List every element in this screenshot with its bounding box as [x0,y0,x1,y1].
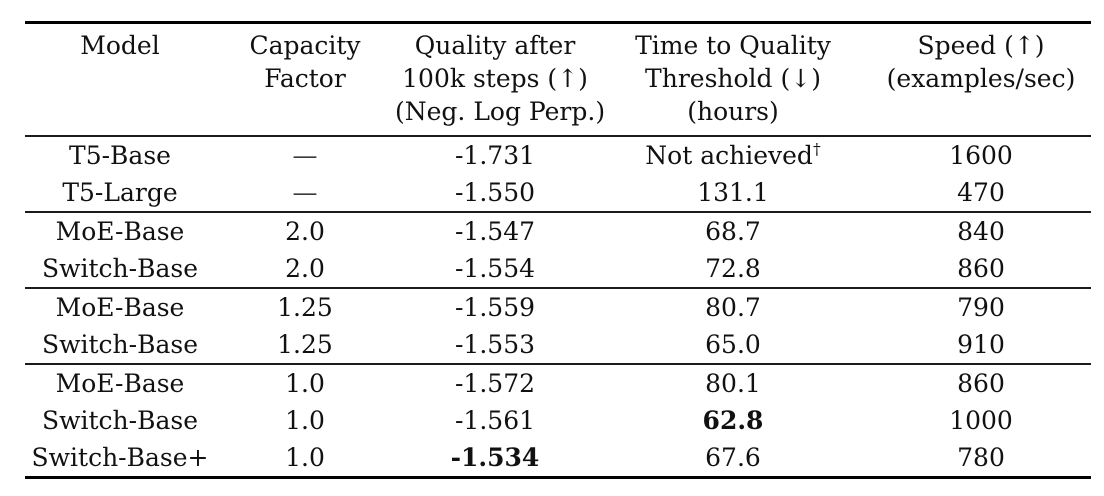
cell-time: 80.1 [705,369,761,398]
col-header-quality: Quality after 100k steps (↑) (Neg. Log P… [395,23,606,137]
cell-time-text: Not achieved [645,141,813,170]
header-line: (hours) [687,97,779,126]
cell-time: 67.6 [705,443,761,472]
cell-quality: -1.572 [454,369,536,398]
cell-capacity-factor: — [292,141,318,170]
cell-model: MoE-Base [55,217,185,246]
cell-quality-best: -1.534 [450,443,540,472]
col-header-capacity-factor: Capacity Factor [215,23,395,137]
table-row: Switch-Base 1.25 -1.553 65.0 910 [25,326,1091,364]
dagger-footnote-mark: † [812,140,821,159]
cell-speed: 860 [957,254,1005,283]
cell-quality: -1.559 [454,293,536,322]
header-row: Model Capacity Factor Quality after 100k… [25,23,1091,137]
header-line: Model [80,31,160,60]
cell-quality: -1.553 [454,330,536,359]
cell-speed: 1000 [949,406,1013,435]
cell-time: Not achieved† [595,136,871,174]
cell-speed: 1600 [949,141,1013,170]
row-group-capacity-2: MoE-Base 2.0 -1.547 68.7 840 Switch-Base… [25,212,1091,288]
header-line-down-arrow: Threshold (↓) [645,64,821,93]
cell-quality: -1.547 [454,217,536,246]
header-line-up-arrow: 100k steps (↑) [402,64,588,93]
cell-model: Switch-Base [41,254,199,283]
header-line: (Neg. Log Perp.) [395,97,606,126]
cell-capacity-factor: 1.25 [277,330,333,359]
cell-time: 131.1 [697,178,769,207]
cell-model: Switch-Base+ [31,443,209,472]
cell-time: 72.8 [705,254,761,283]
row-group-capacity-1-25: MoE-Base 1.25 -1.559 80.7 790 Switch-Bas… [25,288,1091,364]
cell-model: Switch-Base [41,406,199,435]
cell-capacity-factor: 1.0 [285,406,325,435]
cell-model: MoE-Base [55,293,185,322]
results-table: Model Capacity Factor Quality after 100k… [25,21,1091,479]
table-row: Switch-Base 2.0 -1.554 72.8 860 [25,250,1091,288]
table-row: MoE-Base 2.0 -1.547 68.7 840 [25,212,1091,250]
row-group-capacity-1: MoE-Base 1.0 -1.572 80.1 860 Switch-Base… [25,364,1091,478]
cell-quality: -1.731 [454,141,536,170]
cell-quality: -1.554 [454,254,536,283]
cell-capacity-factor: 1.0 [285,443,325,472]
cell-speed: 790 [957,293,1005,322]
table-row: Switch-Base 1.0 -1.561 62.8 1000 [25,402,1091,439]
header-line-up-arrow: Speed (↑) [917,31,1045,60]
cell-model: T5-Large [62,178,178,207]
cell-capacity-factor: 1.0 [285,369,325,398]
cell-speed: 780 [957,443,1005,472]
cell-speed: 840 [957,217,1005,246]
cell-capacity-factor: — [292,178,318,207]
cell-model: Switch-Base [41,330,199,359]
col-header-time-to-threshold: Time to Quality Threshold (↓) (hours) [595,23,871,137]
col-header-speed: Speed (↑) (examples/sec) [871,23,1091,137]
cell-time-best: 62.8 [702,406,764,435]
cell-time: 80.7 [705,293,761,322]
cell-capacity-factor: 1.25 [277,293,333,322]
cell-quality: -1.561 [454,406,536,435]
cell-model: MoE-Base [55,369,185,398]
table-row: Switch-Base+ 1.0 -1.534 67.6 780 [25,439,1091,478]
table-row: T5-Large — -1.550 131.1 470 [25,174,1091,212]
table-row: MoE-Base 1.0 -1.572 80.1 860 [25,364,1091,402]
header-line: Capacity [249,31,361,60]
cell-speed: 910 [957,330,1005,359]
cell-speed: 860 [957,369,1005,398]
cell-speed: 470 [957,178,1005,207]
row-group-dense-baselines: T5-Base — -1.731 Not achieved† 1600 T5-L… [25,136,1091,212]
header-line: Quality after [414,31,576,60]
cell-capacity-factor: 2.0 [285,254,325,283]
header-line: Factor [264,64,346,93]
cell-time: 65.0 [705,330,761,359]
cell-capacity-factor: 2.0 [285,217,325,246]
header-line: (examples/sec) [886,64,1076,93]
table-header: Model Capacity Factor Quality after 100k… [25,23,1091,137]
cell-quality: -1.550 [454,178,536,207]
table-row: T5-Base — -1.731 Not achieved† 1600 [25,136,1091,174]
col-header-model: Model [25,23,215,137]
cell-model: T5-Base [69,141,171,170]
header-line: Time to Quality [635,31,831,60]
table-row: MoE-Base 1.25 -1.559 80.7 790 [25,288,1091,326]
cell-time: 68.7 [705,217,761,246]
paper-table-figure: Model Capacity Factor Quality after 100k… [0,21,1104,496]
